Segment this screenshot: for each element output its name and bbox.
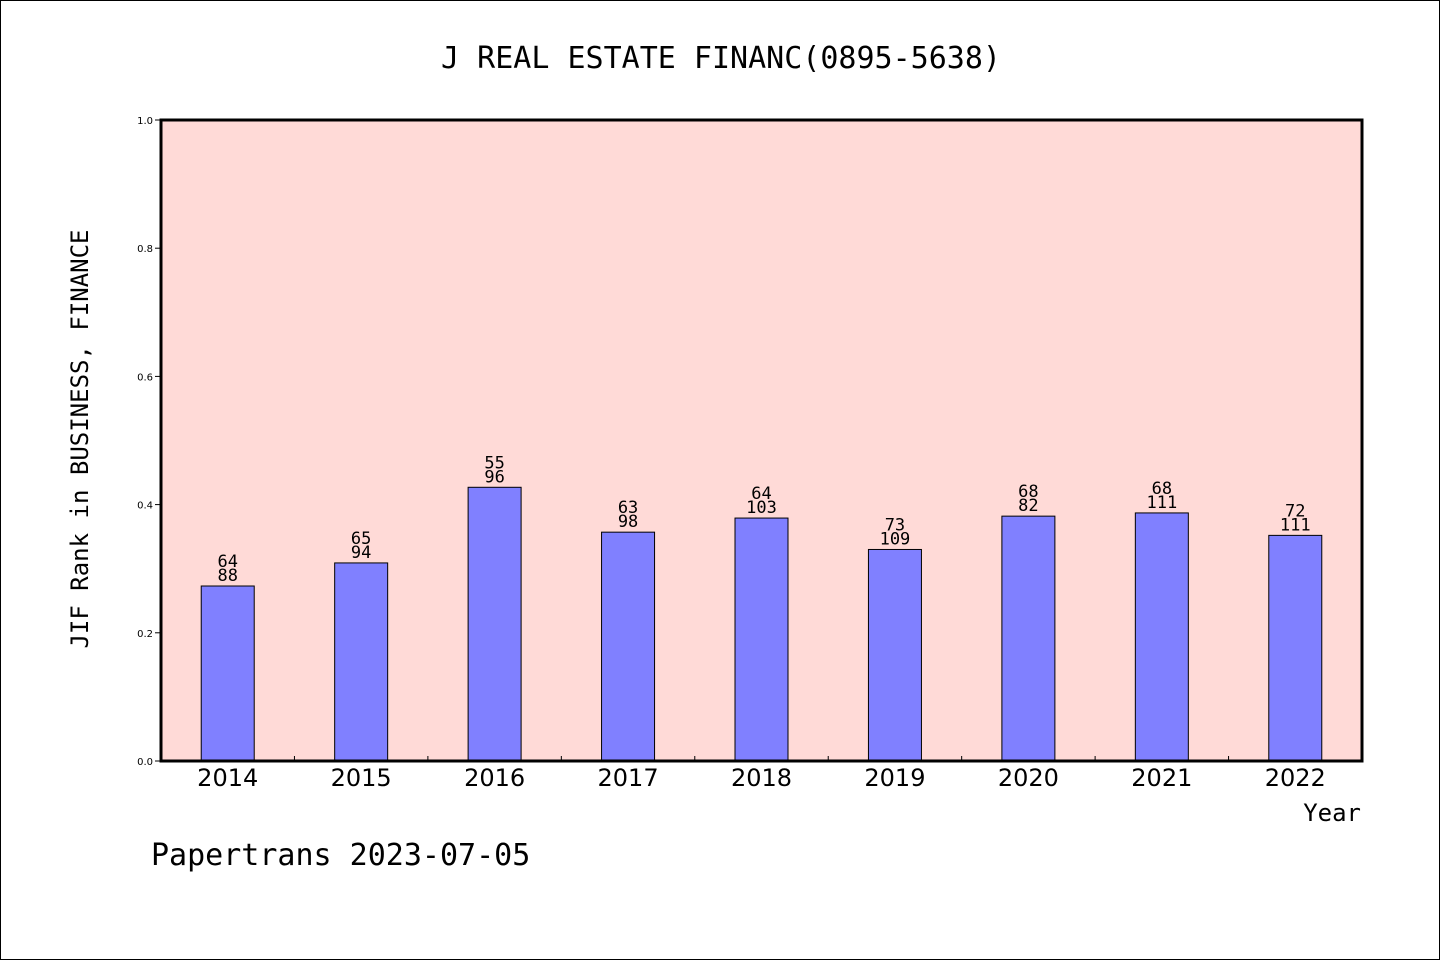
bar-label-bottom: 103 — [746, 498, 777, 518]
bar-label-bottom: 82 — [1018, 496, 1038, 516]
plot-area: 0.00.20.40.60.81.08864201494652015965520… — [137, 116, 1364, 792]
x-tick-label: 2020 — [998, 764, 1059, 792]
bar-label-bottom: 94 — [351, 543, 371, 563]
x-tick-label: 2014 — [197, 764, 258, 792]
bar-label-top: 68 — [1018, 482, 1038, 502]
y-axis-label: JIF Rank in BUSINESS, FINANCE — [66, 229, 94, 648]
footer-credit: Papertrans 2023-07-05 — [151, 838, 530, 873]
bar — [1001, 515, 1056, 762]
y-tick-label: 0.2 — [137, 629, 153, 640]
y-tick-label: 0.6 — [137, 372, 153, 383]
x-tick-label: 2015 — [331, 764, 392, 792]
bar-label-top: 63 — [618, 498, 638, 518]
x-tick-label: 2019 — [864, 764, 925, 792]
bar-label-top: 64 — [217, 552, 237, 572]
x-tick-label: 2018 — [731, 764, 792, 792]
x-tick-label: 2022 — [1265, 764, 1326, 792]
bar-label-bottom: 111 — [1146, 493, 1177, 513]
y-tick-label: 1.0 — [137, 116, 153, 127]
bar — [200, 585, 255, 762]
y-tick-label: 0.0 — [137, 757, 153, 768]
bar-label-top: 55 — [484, 453, 504, 473]
bar-label-bottom: 96 — [484, 467, 504, 487]
bar-label-bottom: 111 — [1280, 515, 1311, 535]
y-tick-label: 0.4 — [137, 501, 153, 512]
bar-label-top: 68 — [1152, 479, 1172, 499]
bar-label-top: 64 — [751, 484, 771, 504]
x-axis-label: Year — [1303, 799, 1361, 827]
x-tick-label: 2021 — [1131, 764, 1192, 792]
bar-label-top: 65 — [351, 529, 371, 549]
x-tick-label: 2016 — [464, 764, 525, 792]
chart-title: J REAL ESTATE FINANC(0895-5638) — [441, 41, 1001, 76]
bar — [467, 486, 522, 762]
bar — [734, 517, 789, 762]
bar — [334, 562, 389, 762]
y-tick-label: 0.8 — [137, 244, 153, 255]
plot-border — [159, 118, 1364, 763]
x-tick-label: 2017 — [598, 764, 659, 792]
bar-label-top: 73 — [885, 515, 905, 535]
bar-label-bottom: 88 — [217, 566, 237, 586]
bar — [601, 531, 656, 762]
bar-label-bottom: 109 — [880, 529, 911, 549]
bar-label-bottom: 98 — [618, 512, 638, 532]
bar-label-top: 72 — [1285, 501, 1305, 521]
bar — [1268, 534, 1323, 762]
bar — [867, 548, 922, 762]
bar — [1134, 512, 1189, 762]
